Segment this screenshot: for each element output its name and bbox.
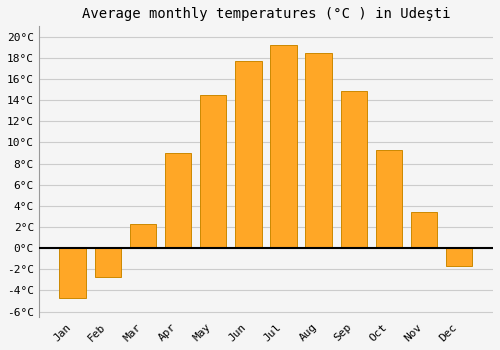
Bar bbox=[130, 224, 156, 248]
Bar bbox=[446, 248, 472, 266]
Bar bbox=[94, 248, 121, 276]
Bar bbox=[270, 45, 296, 248]
Bar bbox=[376, 150, 402, 248]
Bar bbox=[340, 91, 367, 248]
Bar bbox=[411, 212, 438, 248]
Title: Average monthly temperatures (°C ) in Udeşti: Average monthly temperatures (°C ) in Ud… bbox=[82, 7, 450, 21]
Bar bbox=[165, 153, 191, 248]
Bar bbox=[235, 61, 262, 248]
Bar bbox=[60, 248, 86, 298]
Bar bbox=[306, 53, 332, 248]
Bar bbox=[200, 95, 226, 248]
